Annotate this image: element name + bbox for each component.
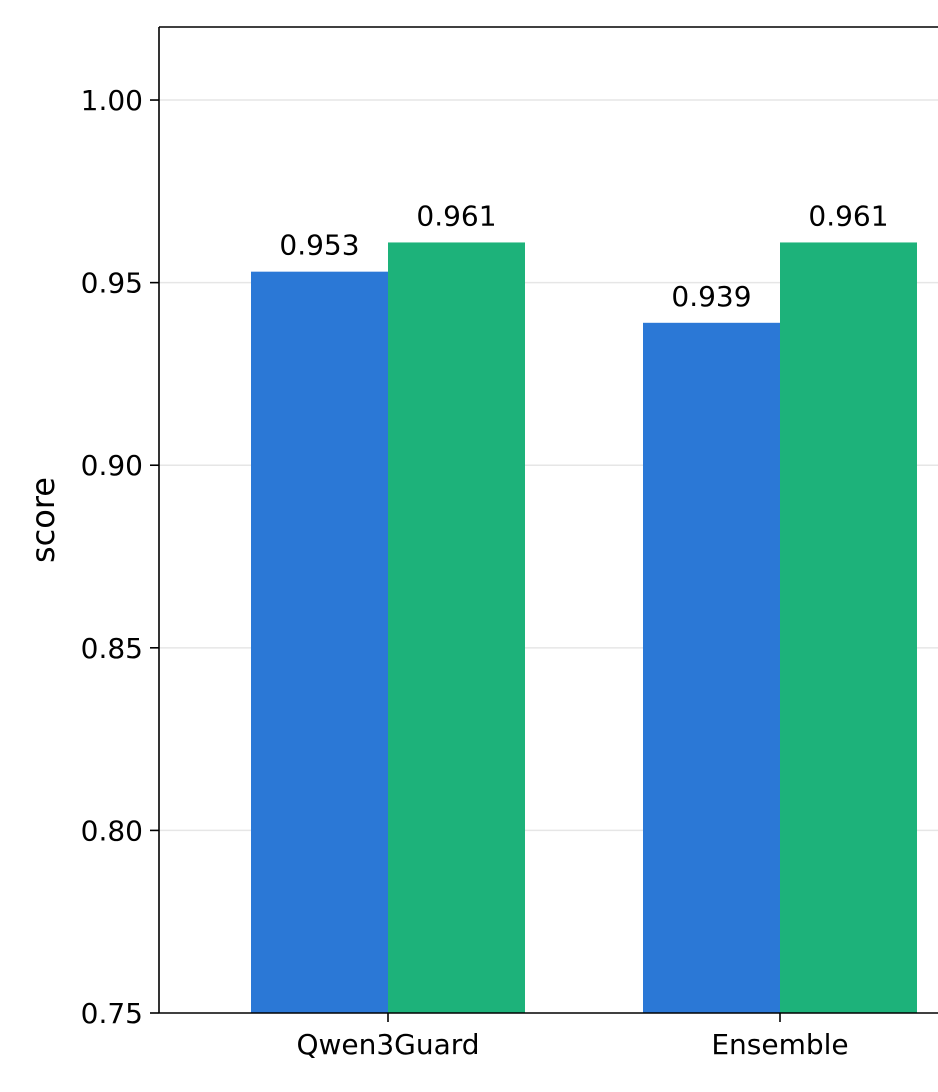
- y-tick-label: 0.95: [81, 267, 143, 300]
- bar: [780, 242, 917, 1014]
- ticks: 0.75 0.80 0.85 0.90 0.95 1.00 Qwen3Guard Ensemb…: [81, 84, 849, 1061]
- bar: [643, 322, 780, 1013]
- bar-value-label: 0.961: [416, 199, 496, 232]
- bar-value-label: 0.939: [671, 280, 751, 313]
- data-labels: 0.953 0.961 0.939 0.961: [279, 199, 888, 312]
- bars: [251, 242, 917, 1014]
- bar: [388, 242, 525, 1014]
- y-axis-label: score: [24, 477, 62, 563]
- y-tick-label: 0.75: [81, 997, 143, 1030]
- bar: [251, 271, 388, 1013]
- y-tick-label: 0.85: [81, 632, 143, 665]
- axes: [158, 26, 938, 1014]
- y-tick-label: 0.90: [81, 449, 143, 482]
- x-tick-label: Qwen3Guard: [296, 1028, 479, 1061]
- x-tick-label: Ensemble: [711, 1028, 848, 1061]
- bar-value-label: 0.953: [279, 229, 359, 262]
- y-tick-label: 1.00: [81, 84, 143, 117]
- y-tick-label: 0.80: [81, 814, 143, 847]
- bar-value-label: 0.961: [808, 199, 888, 232]
